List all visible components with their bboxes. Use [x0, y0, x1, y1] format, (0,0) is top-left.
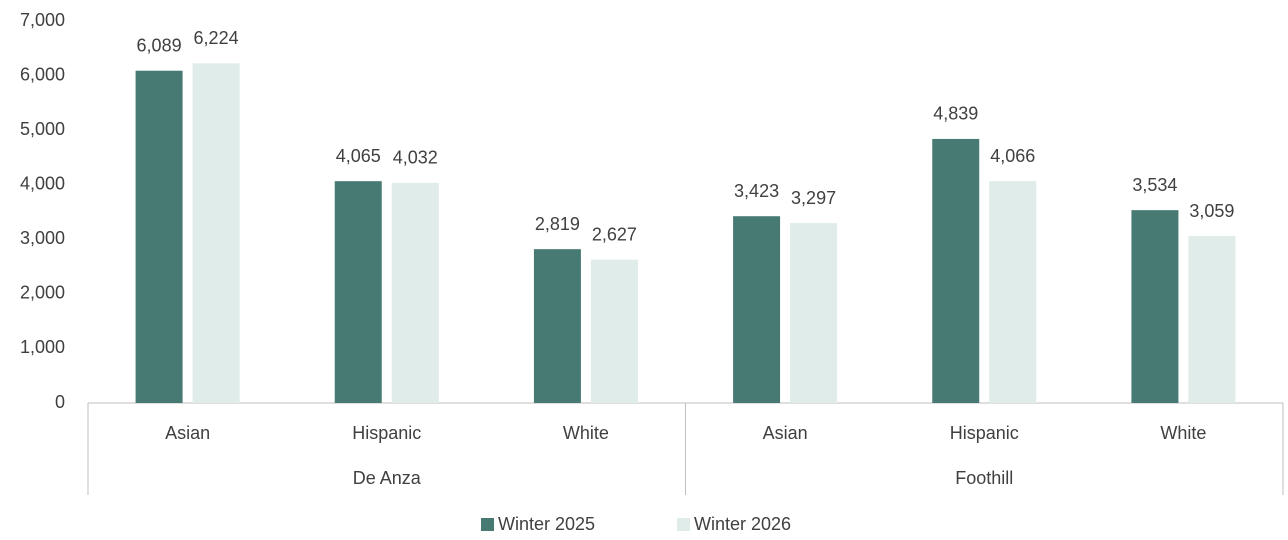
data-label: 4,065: [336, 146, 381, 166]
legend-label: Winter 2025: [498, 514, 595, 534]
data-label: 4,032: [393, 148, 438, 168]
data-label: 6,224: [194, 28, 239, 48]
data-label: 3,059: [1189, 201, 1234, 221]
group-label: De Anza: [353, 468, 422, 488]
bar: [590, 259, 638, 403]
x-tick-label: Hispanic: [950, 423, 1019, 443]
bar: [135, 70, 183, 403]
data-label: 4,839: [933, 104, 978, 124]
x-tick-label: White: [1160, 423, 1206, 443]
data-label: 2,627: [592, 224, 637, 244]
x-tick-label: Asian: [763, 423, 808, 443]
x-tick-label: Hispanic: [352, 423, 421, 443]
data-label: 6,089: [137, 35, 182, 55]
y-tick-label: 3,000: [20, 228, 65, 248]
bar: [790, 223, 838, 403]
data-label: 3,297: [791, 188, 836, 208]
bar: [932, 138, 980, 403]
data-label: 3,423: [734, 181, 779, 201]
y-tick-label: 7,000: [20, 10, 65, 30]
legend-swatch: [677, 518, 690, 531]
x-tick-label: White: [563, 423, 609, 443]
x-tick-label: Asian: [165, 423, 210, 443]
bar: [192, 63, 240, 404]
data-label: 2,819: [535, 214, 580, 234]
bar: [334, 181, 382, 403]
legend-swatch: [481, 518, 494, 531]
y-tick-label: 1,000: [20, 337, 65, 357]
data-label: 3,534: [1132, 175, 1177, 195]
bar: [733, 216, 781, 403]
y-tick-label: 5,000: [20, 119, 65, 139]
bar: [533, 249, 581, 403]
bar: [989, 181, 1037, 403]
y-tick-label: 6,000: [20, 64, 65, 84]
bar: [391, 182, 439, 403]
bar: [1131, 210, 1179, 403]
group-label: Foothill: [955, 468, 1013, 488]
y-tick-label: 4,000: [20, 173, 65, 193]
y-tick-label: 2,000: [20, 283, 65, 303]
bar: [1188, 236, 1236, 403]
legend-label: Winter 2026: [694, 514, 791, 534]
y-tick-label: 0: [55, 392, 65, 412]
data-label: 4,066: [990, 146, 1035, 166]
